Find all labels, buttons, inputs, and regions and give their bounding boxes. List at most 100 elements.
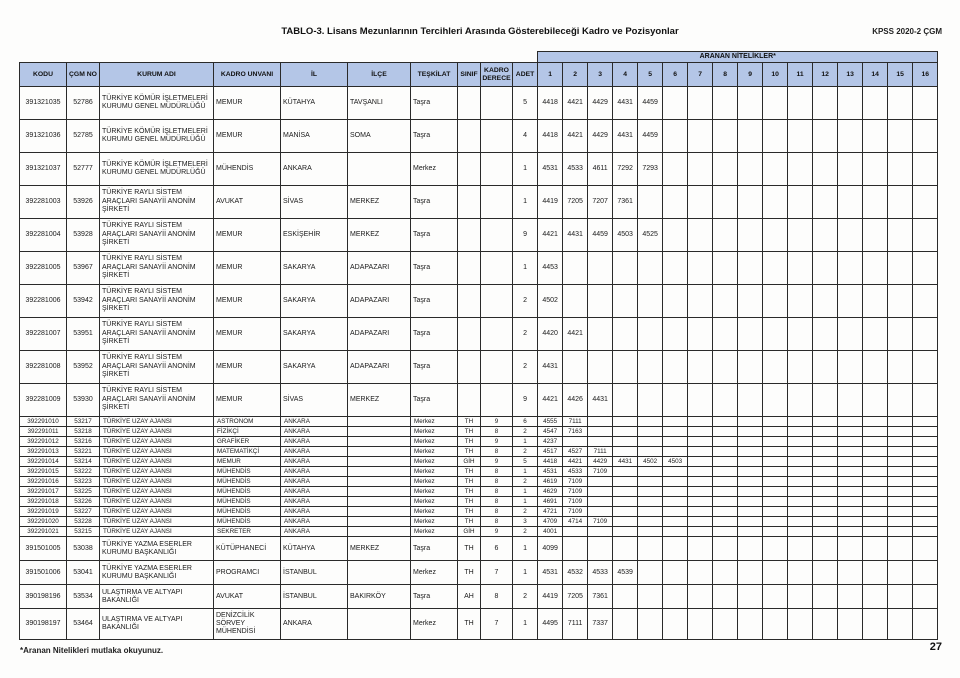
cell-nitelik-15 — [887, 251, 914, 285]
cell-cgm-no: 53221 — [66, 446, 100, 457]
cell-sinif — [457, 218, 481, 252]
cell-nitelik-13 — [837, 456, 864, 467]
cell-nitelik-1: 4531 — [537, 560, 564, 585]
cell-nitelik-10 — [762, 476, 789, 487]
exam-code-label: KPSS 2020-2 ÇGM — [872, 27, 942, 36]
cell-nitelik-15 — [887, 446, 914, 457]
table-row: 392291015 53222 TÜRKİYE UZAY AJANSI MÜHENDİ… — [19, 466, 939, 477]
column-header: KURUM ADI — [99, 62, 214, 87]
table-row: 391501005 53038 TÜRKİYE YAZMA ESERLER KURU… — [19, 536, 939, 561]
column-header: İLÇE — [347, 62, 411, 87]
cell-ilce: MERKEZ — [347, 536, 411, 561]
cell-teskilat: Taşra — [410, 218, 458, 252]
cell-il: ANKARA — [280, 506, 348, 517]
cell-nitelik-8 — [712, 185, 739, 219]
cell-nitelik-9 — [737, 185, 764, 219]
cell-adet: 1 — [511, 436, 539, 447]
cell-nitelik-6 — [662, 185, 689, 219]
cell-nitelik-13 — [837, 350, 864, 384]
cell-kurum-adi: TÜRKİYE UZAY AJANSI — [99, 466, 214, 477]
cell-nitelik-2: 4533 — [562, 152, 589, 186]
cell-nitelik-4 — [612, 608, 639, 640]
cell-nitelik-13 — [837, 476, 864, 487]
cell-nitelik-2: 4421 — [562, 456, 589, 467]
cell-nitelik-16 — [912, 506, 939, 517]
cell-adet: 2 — [511, 426, 539, 437]
cell-nitelik-11 — [787, 119, 814, 153]
cell-nitelik-2: 7163 — [562, 426, 589, 437]
cell-nitelik-7 — [687, 284, 714, 318]
cell-nitelik-8 — [712, 218, 739, 252]
cell-nitelik-12 — [812, 436, 839, 447]
cell-nitelik-14 — [862, 317, 889, 351]
cell-nitelik-12 — [812, 317, 839, 351]
cell-nitelik-5 — [637, 486, 664, 497]
cell-sinif: TH — [457, 608, 481, 640]
cell-nitelik-3: 4533 — [587, 560, 614, 585]
cell-kodu: 392291014 — [19, 456, 67, 467]
cell-nitelik-1: 4629 — [537, 486, 564, 497]
cell-nitelik-5: 4459 — [637, 86, 664, 120]
cell-kadro-unvani: MEMUR — [213, 456, 281, 467]
cell-nitelik-9 — [737, 416, 764, 427]
cell-nitelik-2: 7109 — [562, 506, 589, 517]
cell-nitelik-5 — [637, 446, 664, 457]
cell-kurum-adi: TÜRKİYE RAYLI SİSTEM ARAÇLARI SANAYİİ AN… — [99, 284, 214, 318]
cell-teskilat: Merkez — [410, 426, 458, 437]
cell-teskilat: Taşra — [410, 251, 458, 285]
cell-nitelik-13 — [837, 526, 864, 537]
cell-nitelik-15 — [887, 456, 914, 467]
cell-nitelik-6 — [662, 516, 689, 527]
cell-nitelik-15 — [887, 476, 914, 487]
cell-kurum-adi: TÜRKİYE UZAY AJANSI — [99, 416, 214, 427]
cell-adet: 2 — [511, 284, 539, 318]
column-header: ÇGM NO — [66, 62, 100, 87]
column-header: KODU — [19, 62, 67, 87]
cell-nitelik-3 — [587, 416, 614, 427]
cell-nitelik-14 — [862, 383, 889, 417]
cell-ilce: ADAPAZARI — [347, 251, 411, 285]
cell-kadro-derece — [480, 284, 513, 318]
cell-nitelik-10 — [762, 416, 789, 427]
cell-nitelik-12 — [812, 516, 839, 527]
cell-nitelik-12 — [812, 496, 839, 507]
cell-kodu: 392291012 — [19, 436, 67, 447]
cell-il: SAKARYA — [280, 284, 348, 318]
cell-cgm-no: 53218 — [66, 426, 100, 437]
cell-nitelik-11 — [787, 86, 814, 120]
cell-kurum-adi: TÜRKİYE KÖMÜR İŞLETMELERİ KURUMU GENEL M… — [99, 152, 214, 186]
cell-kadro-unvani: MEMUR — [213, 350, 281, 384]
cell-il: ANKARA — [280, 526, 348, 537]
cell-nitelik-2: 7205 — [562, 584, 589, 609]
cell-nitelik-11 — [787, 416, 814, 427]
cell-nitelik-10 — [762, 251, 789, 285]
cell-nitelik-6 — [662, 466, 689, 477]
cell-nitelik-10 — [762, 317, 789, 351]
cell-nitelik-3 — [587, 476, 614, 487]
cell-kadro-unvani: MEMUR — [213, 251, 281, 285]
cell-il: İSTANBUL — [280, 584, 348, 609]
cell-sinif — [457, 317, 481, 351]
cell-kadro-derece: 7 — [480, 560, 513, 585]
cell-nitelik-12 — [812, 486, 839, 497]
cell-cgm-no: 53223 — [66, 476, 100, 487]
cell-il: SİVAS — [280, 383, 348, 417]
cell-kadro-unvani: MÜHENDİS — [213, 152, 281, 186]
cell-nitelik-10 — [762, 284, 789, 318]
cell-kadro-unvani: MEMUR — [213, 383, 281, 417]
cell-nitelik-10 — [762, 119, 789, 153]
cell-kodu: 392291019 — [19, 506, 67, 517]
cell-nitelik-9 — [737, 476, 764, 487]
cell-il: ANKARA — [280, 496, 348, 507]
cell-nitelik-4: 4503 — [612, 218, 639, 252]
cell-kadro-derece: 8 — [480, 426, 513, 437]
cell-nitelik-3 — [587, 284, 614, 318]
cell-nitelik-3 — [587, 426, 614, 437]
cell-nitelik-8 — [712, 119, 739, 153]
cell-adet: 2 — [511, 350, 539, 384]
cell-nitelik-7 — [687, 152, 714, 186]
cell-nitelik-10 — [762, 466, 789, 477]
cell-nitelik-5: 4459 — [637, 119, 664, 153]
cell-nitelik-15 — [887, 526, 914, 537]
cell-nitelik-12 — [812, 584, 839, 609]
